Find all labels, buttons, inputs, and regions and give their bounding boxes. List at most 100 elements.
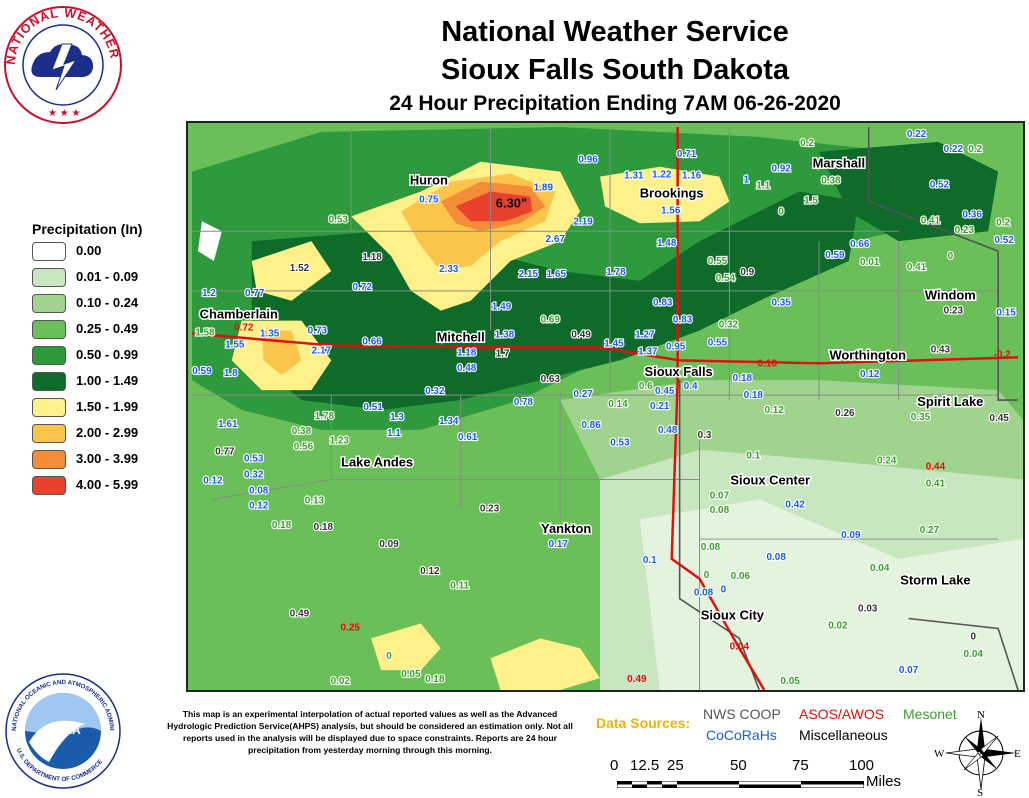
obs-value-mesonet: 0: [386, 651, 392, 662]
obs-value-cocorahs: 1.35: [260, 329, 280, 340]
obs-value-mesonet: 0.1: [746, 451, 760, 462]
obs-value-asos: 0.18: [758, 358, 778, 369]
obs-value-coop: 0.23: [480, 503, 500, 514]
legend-swatch: [32, 424, 66, 443]
obs-value-coop: 0.23: [944, 306, 964, 317]
obs-value-cocorahs: 0.27: [573, 389, 593, 400]
obs-value-cocorahs: 0.71: [677, 149, 697, 160]
obs-value-mesonet: 0.08: [701, 542, 721, 553]
city-label-worthington: Worthington: [829, 347, 906, 362]
obs-value-mesonet: 0: [778, 206, 784, 217]
obs-value-cocorahs: 0.21: [650, 401, 670, 412]
obs-value-cocorahs: 1.45: [604, 338, 624, 349]
obs-value-cocorahs: 0.48: [457, 363, 477, 374]
obs-value-mesonet: 0.41: [926, 478, 946, 489]
scale-label-75: 75: [792, 757, 809, 774]
legend-swatch: [32, 476, 66, 495]
obs-value-cocorahs: 0.48: [658, 425, 678, 436]
obs-value-cocorahs: 1.16: [682, 171, 702, 182]
obs-value-cocorahs: 0.59: [825, 250, 845, 261]
precipitation-map: 6.30" 1.89 0.75 0.96 0.71 1.31 1.22 1.16 0.92 1 1.…: [186, 121, 1025, 692]
legend-label: 0.50 - 0.99: [76, 347, 139, 362]
obs-value-coop: 1.52: [290, 263, 310, 274]
legend-swatch: [32, 372, 66, 391]
obs-value-asos: 0.44: [926, 462, 946, 473]
legend-label: 2.00 - 2.99: [76, 425, 139, 440]
legend-title: Precipitation (In): [32, 221, 143, 237]
city-label-yankton: Yankton: [541, 521, 591, 536]
obs-value-cocorahs: 0.22: [907, 129, 927, 140]
source-misc: Miscellaneous: [799, 727, 888, 743]
legend-label: 0.01 - 0.09: [76, 269, 139, 284]
obs-value-asos: 0.25: [341, 622, 361, 633]
obs-value-cocorahs: 1.8: [224, 368, 238, 379]
obs-value-cocorahs: 0.53: [244, 454, 264, 465]
obs-value-cocorahs: 2.19: [573, 216, 593, 227]
source-nws-coop: NWS COOP: [703, 706, 781, 722]
obs-value-cocorahs: 0.08: [766, 552, 786, 563]
obs-value-cocorahs: 1.31: [624, 171, 644, 182]
obs-value-cocorahs: 0.61: [458, 432, 478, 443]
scale-label-100: 100: [849, 757, 875, 774]
legend-label: 0.25 - 0.49: [76, 321, 139, 336]
obs-value-mesonet: 0.14: [608, 399, 628, 410]
obs-value-coop: 0.18: [314, 522, 334, 533]
scale-label-50: 50: [730, 757, 747, 774]
obs-value-mesonet: 0.12: [765, 405, 785, 416]
obs-value-mesonet: 1.58: [195, 328, 215, 339]
map-title: National Weather Service: [441, 16, 789, 48]
city-label-sioux-center: Sioux Center: [730, 472, 810, 487]
obs-value-cocorahs: 0.52: [930, 180, 950, 191]
obs-value-mesonet: 0.35: [911, 412, 931, 423]
obs-value-asos: 0.04: [730, 641, 750, 652]
obs-value-cocorahs: 0: [721, 585, 727, 596]
obs-value-mesonet: 0.27: [920, 525, 940, 536]
city-label-marshall: Marshall: [813, 156, 865, 171]
legend-label: 0.00: [76, 243, 102, 258]
obs-value-coop: 0.3: [698, 430, 712, 441]
obs-value-cocorahs: 0.42: [785, 499, 805, 510]
legend-swatch: [32, 294, 66, 313]
scale-bar: [617, 781, 864, 788]
obs-value-mesonet: 0.04: [964, 649, 984, 660]
obs-value-asos: 0.49: [627, 674, 647, 685]
obs-value-cocorahs: 0.45: [655, 386, 675, 397]
obs-value-cocorahs: 0.55: [708, 337, 728, 348]
city-label-storm-lake: Storm Lake: [900, 573, 970, 588]
obs-value-cocorahs: 0.66: [850, 239, 870, 250]
obs-value-mesonet: 1.5: [804, 195, 818, 206]
obs-value-asos: 0.72: [234, 323, 254, 334]
zone-150-199-south2: [490, 638, 601, 690]
obs-value-coop: 0: [970, 631, 976, 642]
scale-label-25: 25: [667, 757, 684, 774]
obs-value-mesonet: 0.18: [272, 520, 292, 531]
obs-value-cocorahs: 2.33: [439, 264, 459, 275]
obs-value-cocorahs: 0.32: [244, 470, 264, 481]
obs-value-mesonet: 0.02: [331, 676, 351, 687]
obs-value-cocorahs: 1.38: [495, 329, 515, 340]
obs-value-cocorahs: 0.86: [581, 420, 601, 431]
obs-value-mesonet: 0.41: [907, 262, 927, 273]
obs-value-mesonet: 0.05: [401, 669, 421, 680]
obs-value-cocorahs: 1.56: [661, 205, 681, 216]
obs-value-mesonet: 0.23: [955, 225, 975, 236]
city-label-sioux-city: Sioux City: [701, 608, 765, 623]
obs-value-cocorahs: 1.65: [547, 269, 567, 280]
scale-unit: Miles: [866, 773, 902, 790]
legend-swatch: [32, 346, 66, 365]
obs-value-coop: 0.49: [571, 329, 591, 340]
noaa-center-text: NOAA: [45, 723, 81, 737]
obs-value-cocorahs: 0.35: [771, 298, 791, 309]
zone-150-199-brookings: [600, 166, 730, 224]
city-label-windom: Windom: [925, 288, 976, 303]
source-mesonet: Mesonet: [903, 706, 957, 722]
scale-label-12-5: 12.5: [630, 757, 660, 774]
obs-value-cocorahs: 0.15: [996, 308, 1016, 319]
obs-value-mesonet: 0.01: [860, 257, 880, 268]
obs-value-cocorahs: 0.96: [578, 155, 598, 166]
obs-value-cocorahs: 1.37: [638, 346, 658, 357]
obs-value-cocorahs: 0.73: [308, 326, 328, 337]
obs-value-cocorahs: 0.52: [994, 235, 1014, 246]
obs-value-asos: -0.2: [994, 349, 1012, 360]
city-label-sioux-falls: Sioux Falls: [645, 364, 713, 379]
